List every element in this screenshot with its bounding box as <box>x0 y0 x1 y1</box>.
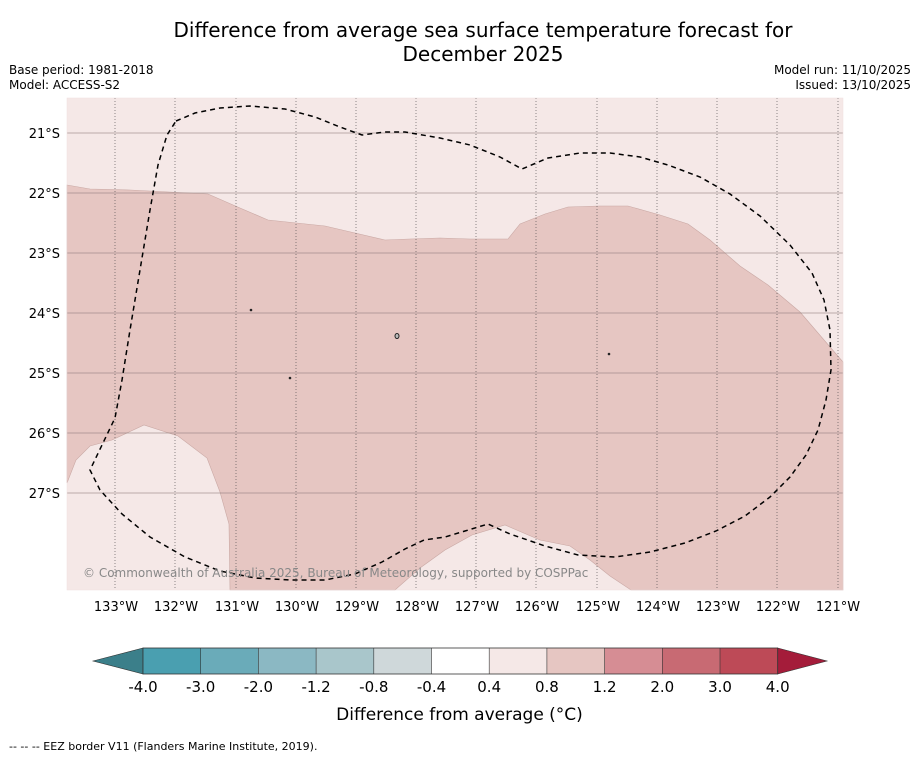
islands <box>249 308 611 380</box>
lon-label: 121°W <box>816 600 860 615</box>
lon-label: 131°W <box>215 600 259 615</box>
lat-label: 23°S <box>29 247 60 262</box>
island-d <box>607 352 611 356</box>
lat-label: 24°S <box>29 307 60 322</box>
sst-map: © Commonwealth of Australia 2025, Bureau… <box>29 97 860 696</box>
colorbar-tick: -2.0 <box>244 678 273 696</box>
lat-gridlines <box>67 132 843 494</box>
chart-title: Difference from average sea surface temp… <box>60 18 906 66</box>
eez-border <box>89 105 832 581</box>
lon-label: 125°W <box>576 600 620 615</box>
colorbar-frame <box>142 647 779 675</box>
lon-gridlines <box>114 98 839 590</box>
colorbar-tick: 0.4 <box>477 678 501 696</box>
lon-label: 127°W <box>455 600 499 615</box>
lon-label: 133°W <box>94 600 138 615</box>
title-line-2: December 2025 <box>402 42 564 66</box>
lat-label: 25°S <box>29 367 60 382</box>
lon-label: 132°W <box>154 600 198 615</box>
colorbar-segment <box>200 648 259 674</box>
colorbar-segment <box>720 648 778 674</box>
colorbar-dividers <box>200 648 721 674</box>
colorbar-segment <box>546 648 605 674</box>
meta-right: Model run: 11/10/2025 Issued: 13/10/2025 <box>774 63 911 93</box>
colorbar-tick: -0.8 <box>359 678 388 696</box>
warm-anomaly-region <box>66 184 844 591</box>
island-b <box>249 308 253 312</box>
lon-labels: 133°W 132°W 131°W 130°W 129°W 128°W 127°… <box>94 600 860 615</box>
colorbar-segment <box>258 648 317 674</box>
island-c <box>288 376 292 380</box>
lat-label: 27°S <box>29 487 60 502</box>
model-name: Model: ACCESS-S2 <box>9 78 121 92</box>
lat-label: 21°S <box>29 127 60 142</box>
colorbar-segment <box>431 648 490 674</box>
lon-label: 124°W <box>636 600 680 615</box>
colorbar-tick: -4.0 <box>128 678 157 696</box>
colorbar-tick: -0.4 <box>417 678 446 696</box>
island-a <box>394 333 400 339</box>
issued-date: Issued: 13/10/2025 <box>795 78 911 92</box>
colorbar-label: Difference from average (°C) <box>336 705 583 725</box>
colorbar-segment <box>373 648 432 674</box>
colorbar-ticks: -4.0 -3.0 -2.0 -1.2 -0.8 -0.4 0.4 0.8 1.… <box>128 678 789 696</box>
meta-left: Base period: 1981-2018 Model: ACCESS-S2 <box>9 63 154 93</box>
lat-labels: 21°S 22°S 23°S 24°S 25°S 26°S 27°S <box>29 127 60 502</box>
colorbar-tick: 0.8 <box>535 678 559 696</box>
lat-label: 22°S <box>29 187 60 202</box>
colorbar-tick: 2.0 <box>650 678 674 696</box>
colorbar-segment <box>143 648 201 674</box>
copyright-text: © Commonwealth of Australia 2025, Bureau… <box>83 566 588 580</box>
model-run: Model run: 11/10/2025 <box>773 63 911 77</box>
lat-label: 26°S <box>29 427 60 442</box>
colorbar-under-arrow <box>91 647 144 675</box>
colorbar-segment <box>489 648 547 674</box>
lon-label: 130°W <box>275 600 319 615</box>
colorbar-segment <box>604 648 663 674</box>
colorbar-tick: 3.0 <box>708 678 732 696</box>
colorbar-tick: -1.2 <box>301 678 330 696</box>
colorbar-tick: 4.0 <box>766 678 790 696</box>
title-line-1: Difference from average sea surface temp… <box>173 18 793 42</box>
map-frame <box>66 97 844 591</box>
colorbar-over-arrow <box>777 647 829 675</box>
lon-label: 126°W <box>515 600 559 615</box>
colorbar: -4.0 -3.0 -2.0 -1.2 -0.8 -0.4 0.4 0.8 1.… <box>91 647 829 696</box>
footer-note: -- -- -- EEZ border V11 (Flanders Marine… <box>9 740 318 753</box>
lon-label: 123°W <box>696 600 740 615</box>
colorbar-segment <box>662 648 720 674</box>
colorbar-tick: 1.2 <box>593 678 617 696</box>
colorbar-segment <box>316 648 374 674</box>
lon-label: 129°W <box>335 600 379 615</box>
lon-label: 122°W <box>756 600 800 615</box>
colorbar-tick: -3.0 <box>186 678 215 696</box>
base-period: Base period: 1981-2018 <box>9 63 154 77</box>
lon-label: 128°W <box>395 600 439 615</box>
